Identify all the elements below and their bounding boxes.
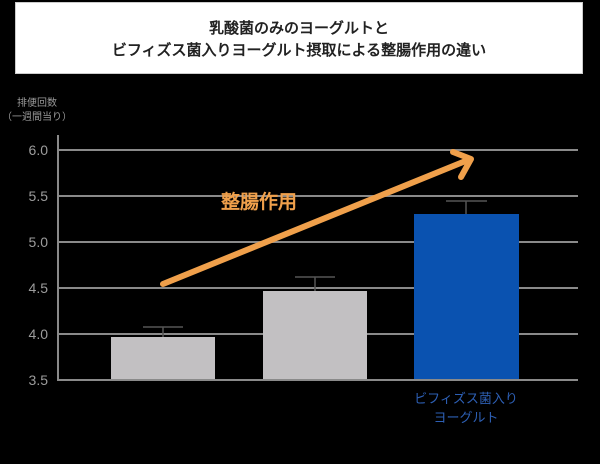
- chart-title-line2: ビフィズス菌入りヨーグルト摂取による整腸作用の違い: [111, 41, 487, 59]
- bar-1: [111, 337, 215, 379]
- error-bar-3: [446, 200, 487, 214]
- y-tick-label: 6.0: [29, 142, 49, 158]
- y-axis-label: 排便回数 （一週間当り）: [0, 97, 74, 125]
- error-bar-1: [143, 326, 183, 337]
- arrow-label: 整腸作用: [221, 190, 297, 213]
- y-tick-label: 5.0: [29, 234, 49, 250]
- y-tick-label: 4.0: [29, 326, 49, 342]
- y-axis-label-line1: 排便回数: [17, 98, 57, 109]
- y-tick-label: 5.5: [29, 188, 49, 204]
- bar-3-category-label: ビフィズス菌入り ヨーグルト: [396, 390, 536, 428]
- error-bar-2: [295, 276, 335, 291]
- y-axis-label-line2: （一週間当り）: [2, 112, 72, 123]
- bar-3-label-line1: ビフィズス菌入り: [414, 392, 518, 407]
- bar-3: [414, 214, 519, 379]
- trend-arrow-icon: [160, 149, 474, 287]
- chart-title-box: 乳酸菌のみのヨーグルトと ビフィズス菌入りヨーグルト摂取による整腸作用の違い: [15, 2, 583, 74]
- chart-title-line1: 乳酸菌のみのヨーグルトと: [208, 19, 389, 37]
- bar-3-label-line2: ヨーグルト: [433, 411, 499, 426]
- bar-2: [263, 291, 367, 379]
- y-tick-label: 3.5: [29, 372, 49, 388]
- y-tick-label: 4.5: [29, 280, 49, 296]
